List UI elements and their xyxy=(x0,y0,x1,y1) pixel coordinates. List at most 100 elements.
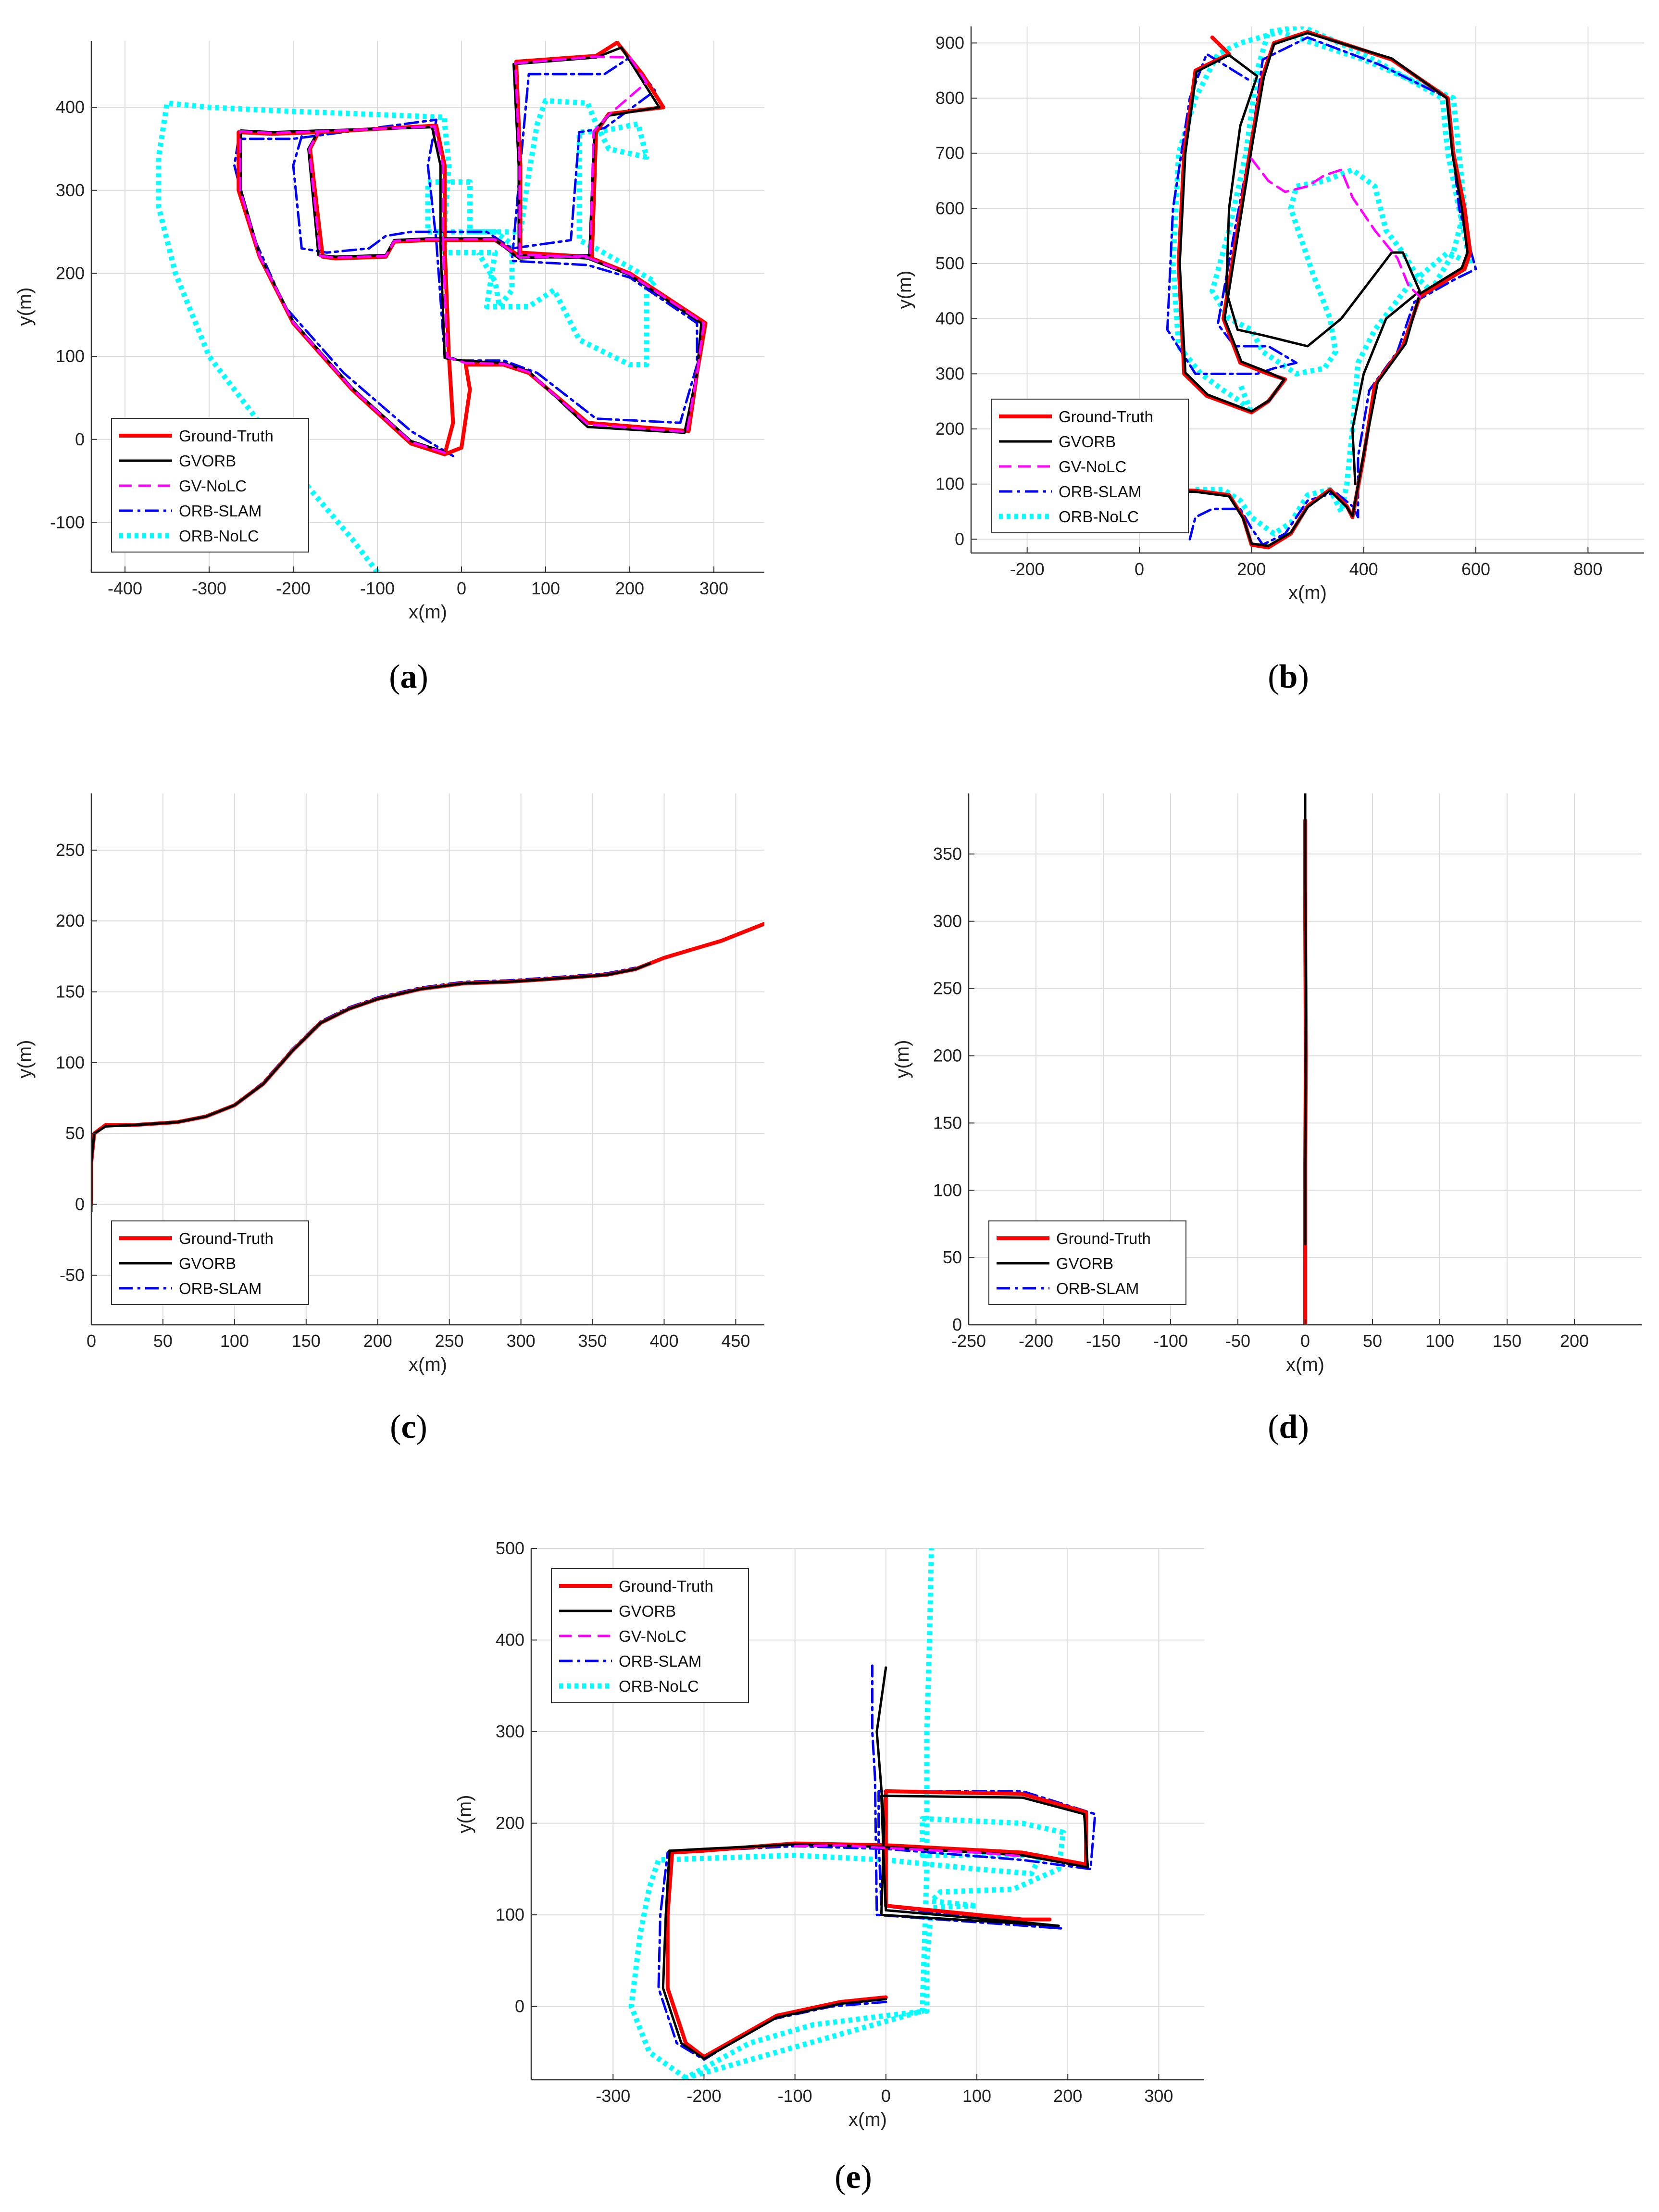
x-tick-label: -200 xyxy=(1010,559,1045,579)
y-tick-label: 50 xyxy=(65,1123,85,1143)
x-tick-label: 100 xyxy=(1425,1331,1454,1351)
legend-label-orb-slam: ORB-SLAM xyxy=(1056,1280,1139,1297)
chart-b: -200 0 200 400 600 800 0 100 200 300 400 500 600 700 8… xyxy=(894,26,1644,695)
legend-label-ground-truth: Ground-Truth xyxy=(179,1230,274,1247)
y-tick-label: 600 xyxy=(936,198,964,218)
series-group xyxy=(1148,26,1477,550)
series-group xyxy=(156,41,708,572)
legend-label-gv-nolc: GV-NoLC xyxy=(619,1627,686,1645)
x-tick-label: -250 xyxy=(951,1331,986,1351)
y-tick-label: 700 xyxy=(936,143,964,163)
y-tick-label: 400 xyxy=(496,1630,524,1650)
x-tick-label: 800 xyxy=(1573,559,1602,579)
x-tick-label: 150 xyxy=(1493,1331,1522,1351)
x-tick-label: 150 xyxy=(292,1331,321,1351)
y-tick-label: 150 xyxy=(56,982,85,1002)
y-tick-label: 50 xyxy=(943,1247,962,1267)
chart-a: -400 -300 -200 -100 0 100 200 300 -100 0 100 200 300… xyxy=(14,41,764,695)
legend: Ground-Truth GVORB ORB-SLAM xyxy=(111,1220,309,1305)
x-tick-label: 200 xyxy=(363,1331,392,1351)
legend-label-gvorb: GVORB xyxy=(619,1602,676,1620)
x-tick-label: 200 xyxy=(1053,2086,1082,2106)
y-axis-label: y(m) xyxy=(14,288,36,326)
x-tick-label: -100 xyxy=(360,578,395,598)
y-tick-label: 150 xyxy=(933,1113,962,1132)
x-axis-label: x(m) xyxy=(409,602,447,623)
x-tick-label: 0 xyxy=(1300,1331,1310,1351)
y-tick-label: 200 xyxy=(936,419,964,439)
x-axis-label: x(m) xyxy=(1288,582,1327,603)
y-tick-label: 800 xyxy=(936,88,964,108)
x-tick-label: 200 xyxy=(1560,1331,1589,1351)
legend-label-orb-slam: ORB-SLAM xyxy=(179,1280,262,1297)
series-group xyxy=(91,922,764,1213)
x-tick-label: 300 xyxy=(507,1331,536,1351)
y-tick-label: 0 xyxy=(952,1315,962,1334)
y-tick-label: 250 xyxy=(933,979,962,998)
legend-label-orb-slam: ORB-SLAM xyxy=(179,502,262,520)
y-tick-label: 400 xyxy=(56,97,85,117)
x-axis-label: x(m) xyxy=(848,2109,887,2130)
legend-label-ground-truth: Ground-Truth xyxy=(619,1577,713,1595)
x-tick-label: 250 xyxy=(435,1331,464,1351)
x-tick-label: 0 xyxy=(1135,559,1144,579)
y-tick-label: 0 xyxy=(955,529,964,549)
legend: Ground-Truth GVORB ORB-SLAM xyxy=(988,1220,1186,1305)
x-tick-label: -100 xyxy=(778,2086,812,2106)
y-axis-label: y(m) xyxy=(14,1040,36,1079)
x-tick-label: 350 xyxy=(578,1331,607,1351)
y-tick-label: 100 xyxy=(56,1053,85,1072)
y-tick-label: 350 xyxy=(933,844,962,864)
series-line-gv-nolc xyxy=(1250,157,1421,298)
y-tick-label: 100 xyxy=(496,1905,524,1924)
x-tick-label: 600 xyxy=(1461,559,1490,579)
series-group xyxy=(1303,793,1308,1325)
y-axis-label: y(m) xyxy=(454,1795,475,1834)
legend-label-ground-truth: Ground-Truth xyxy=(179,427,274,445)
chart-c: 0 50 100 150 200 250 300 350 400 450 -50 0 50 100 150 2… xyxy=(14,793,764,1445)
y-axis-label: y(m) xyxy=(894,271,915,309)
series-group xyxy=(628,1548,1097,2080)
legend-label-gvorb: GVORB xyxy=(179,452,236,470)
series-line-gvorb xyxy=(1149,32,1469,547)
x-tick-label: 200 xyxy=(1237,559,1266,579)
y-tick-label: 100 xyxy=(936,474,964,494)
x-tick-label: -200 xyxy=(276,578,311,598)
legend: Ground-Truth GVORB GV-NoLC ORB-SLAM ORB-NoLC xyxy=(551,1568,749,1703)
x-tick-label: -200 xyxy=(686,2086,721,2106)
legend-label-ground-truth: Ground-Truth xyxy=(1059,408,1153,426)
caption-c: (c) xyxy=(390,1408,427,1445)
y-tick-label: 300 xyxy=(936,364,964,383)
caption-e: (e) xyxy=(835,2159,872,2196)
y-tick-label: 0 xyxy=(515,1997,524,2016)
y-tick-label: 100 xyxy=(56,346,85,366)
legend: Ground-Truth GVORB GV-NoLC ORB-SLAM ORB-NoLC xyxy=(111,418,309,553)
y-tick-label: 300 xyxy=(933,911,962,931)
series-line-gvorb xyxy=(240,46,703,453)
x-tick-label: 0 xyxy=(87,1331,96,1351)
y-tick-label: 200 xyxy=(933,1046,962,1066)
x-tick-label: -50 xyxy=(1225,1331,1250,1351)
y-tick-label: 100 xyxy=(933,1180,962,1200)
legend-label-gv-nolc: GV-NoLC xyxy=(1059,458,1126,476)
y-tick-label: 300 xyxy=(56,180,85,200)
x-tick-label: -400 xyxy=(108,578,142,598)
x-tick-label: 400 xyxy=(1349,559,1378,579)
y-tick-label: -50 xyxy=(60,1265,85,1285)
legend-label-ground-truth: Ground-Truth xyxy=(1056,1230,1151,1247)
x-tick-label: 100 xyxy=(220,1331,249,1351)
x-tick-label: 100 xyxy=(962,2086,991,2106)
y-axis-label: y(m) xyxy=(892,1040,913,1079)
x-tick-label: 300 xyxy=(699,578,728,598)
legend-label-orb-nolc: ORB-NoLC xyxy=(619,1677,699,1695)
legend-label-gvorb: GVORB xyxy=(1056,1255,1113,1272)
x-tick-label: -200 xyxy=(1019,1331,1053,1351)
series-line-gvorb xyxy=(661,1666,1089,2060)
x-tick-label: 0 xyxy=(457,578,466,598)
y-tick-label: 300 xyxy=(496,1722,524,1741)
x-tick-label: -300 xyxy=(192,578,226,598)
series-line-gvorb xyxy=(91,962,651,1213)
x-tick-label: -150 xyxy=(1086,1331,1121,1351)
caption-a: (a) xyxy=(389,658,428,695)
y-tick-label: 900 xyxy=(936,33,964,52)
